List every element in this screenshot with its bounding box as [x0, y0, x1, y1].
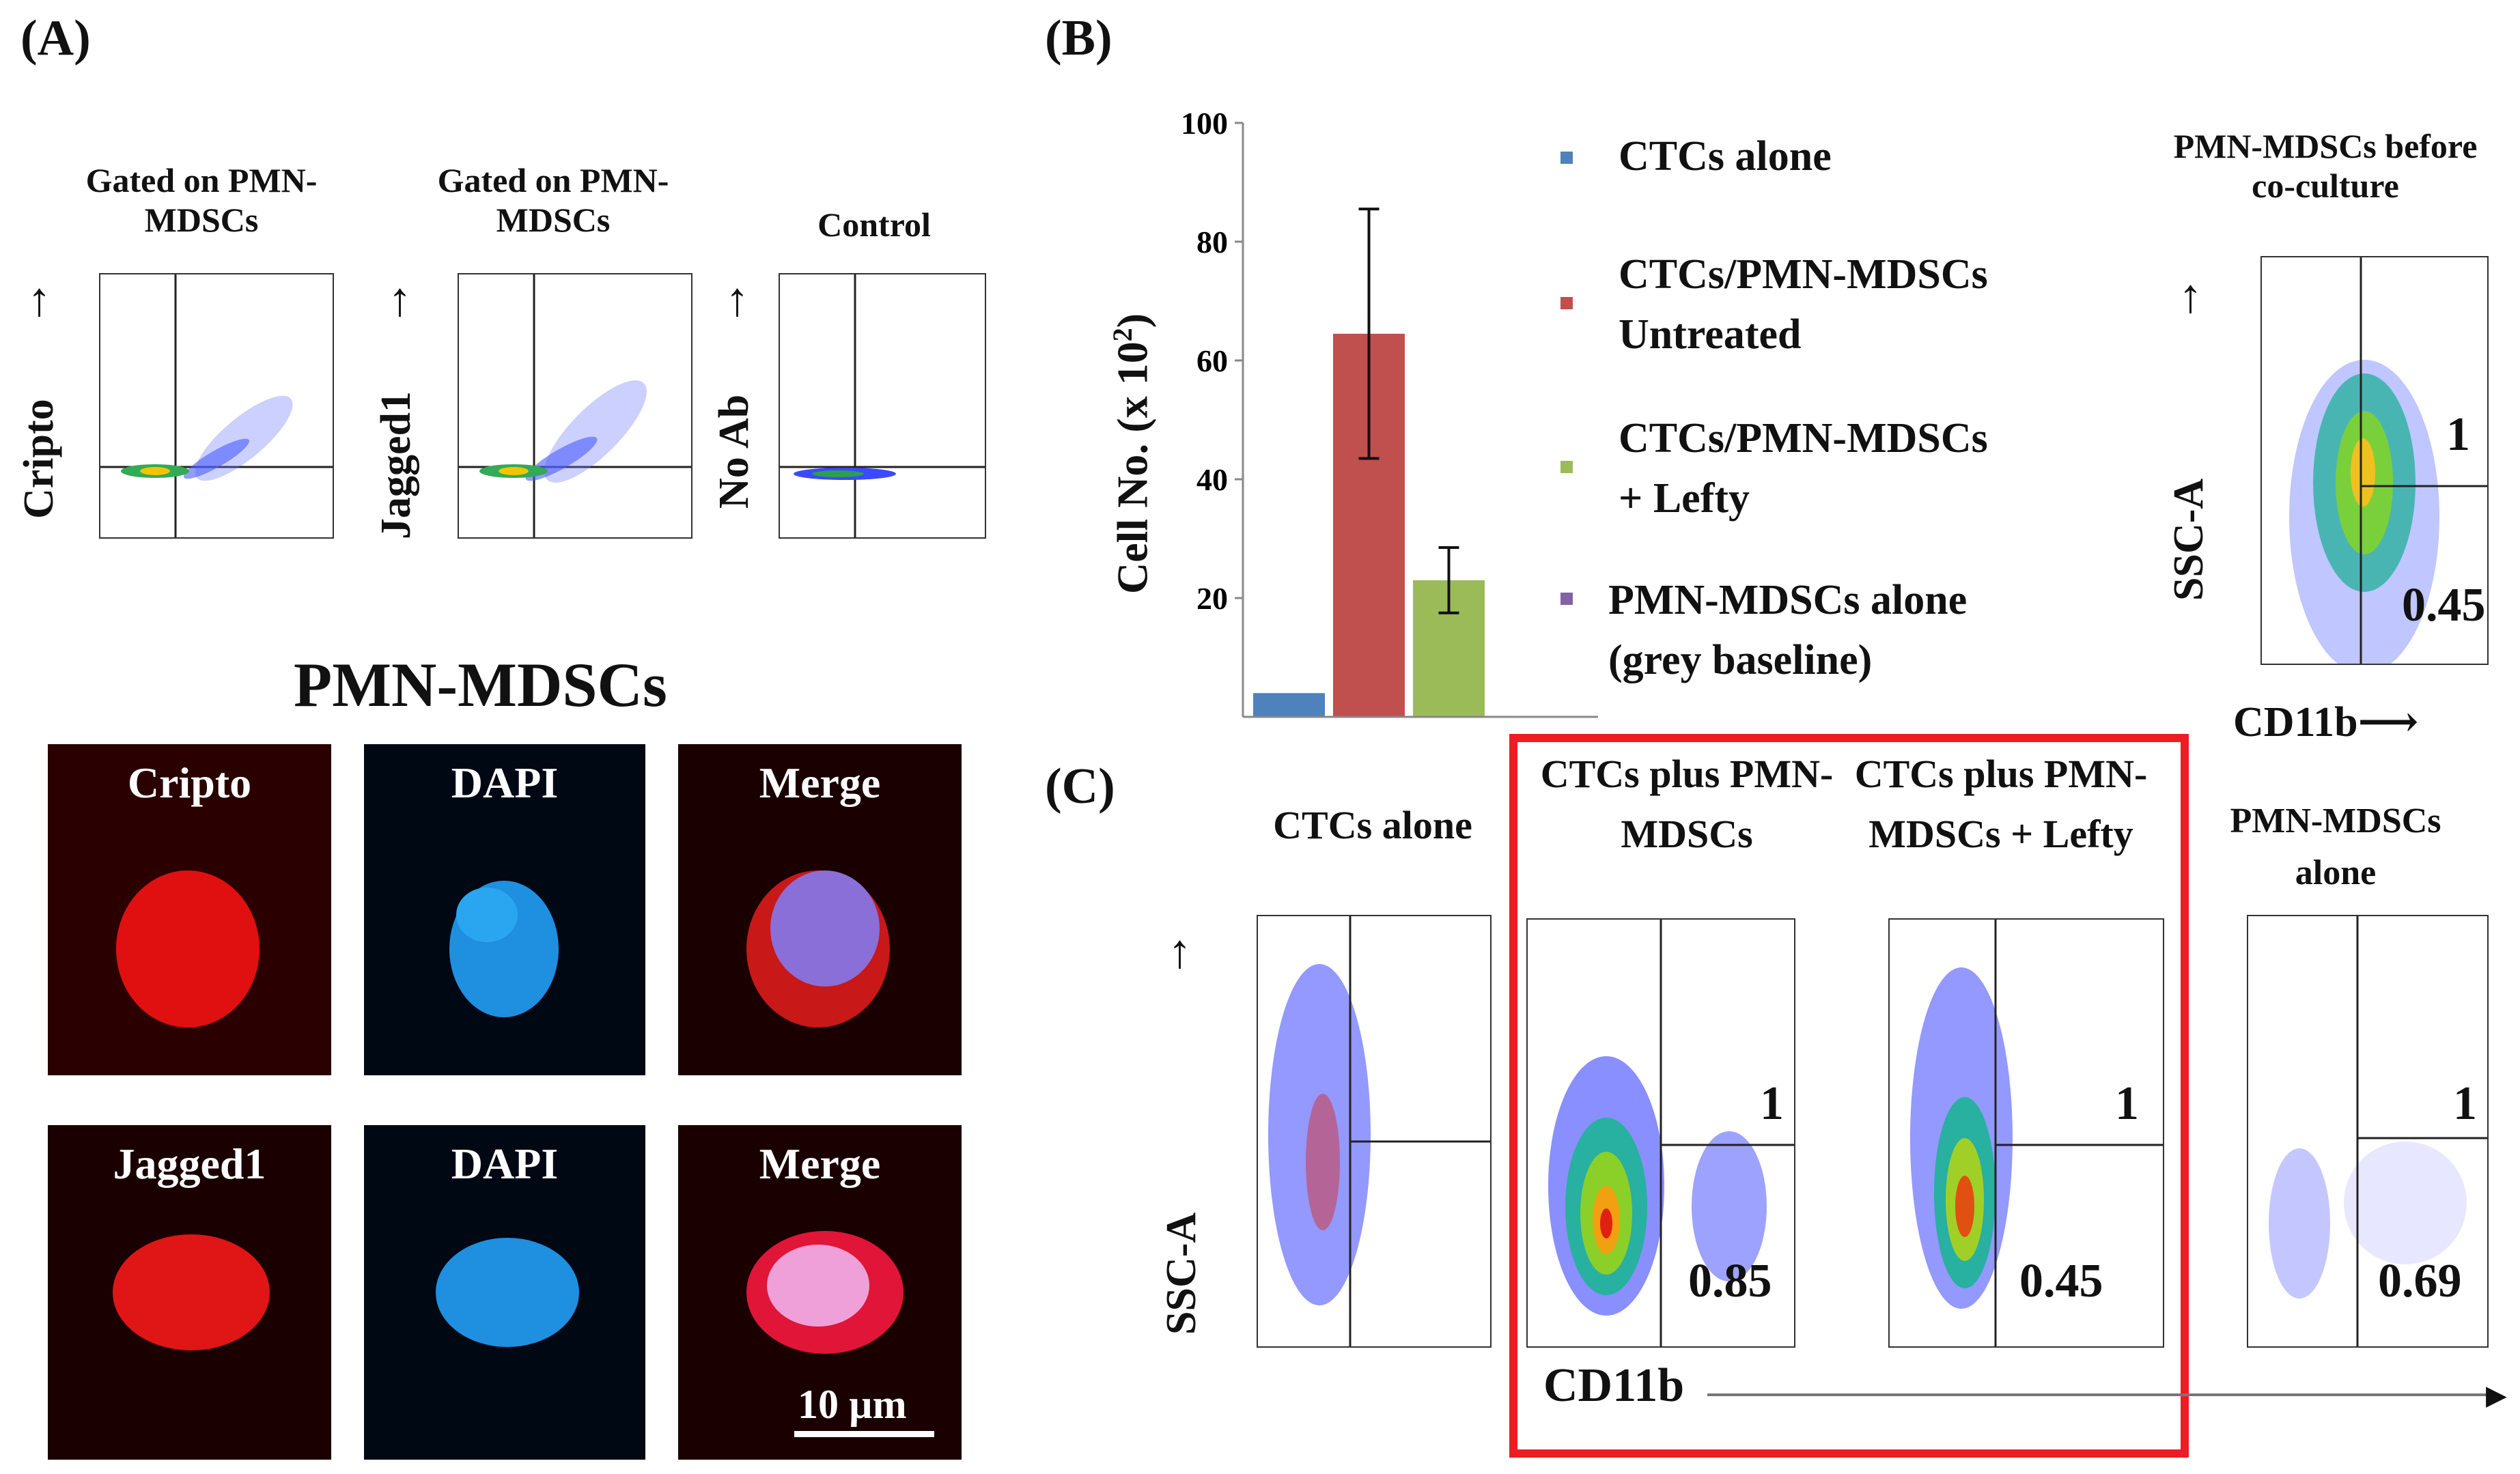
flow-c4-lower-value: 0.69	[2378, 1255, 2462, 1307]
up-arrow-icon: ↑	[2179, 270, 2202, 323]
panel-label-b: (B)	[1045, 10, 1112, 66]
micrograph-cripto: Cripto	[48, 744, 331, 1075]
cell-image	[746, 870, 890, 1027]
flow-c3-lower-value: 0.45	[2019, 1255, 2103, 1307]
legend-swatch-3	[1560, 593, 1573, 605]
y-tick-label: 80	[1196, 225, 1228, 259]
flow-c3-scatter	[1910, 920, 2163, 1346]
legend-swatch-1	[1560, 297, 1573, 309]
flow-c1-scatter	[1268, 916, 1490, 1346]
up-arrow-icon: ↑	[27, 274, 51, 326]
flow-a1-scatter	[100, 274, 333, 537]
flow-c3-plot: 1 0.45	[1888, 918, 2164, 1348]
flow-b-upper-value: 1	[2446, 408, 2470, 461]
highlight-box	[1509, 734, 2189, 1458]
up-arrow-icon: ↑	[388, 274, 412, 326]
bar-chart: 100 80 60 40 20	[1181, 106, 1598, 718]
flow-c3-upper-value: 1	[2115, 1077, 2139, 1130]
y-tick-label: 20	[1196, 581, 1228, 616]
legend-item-1: CTCs/PMN-MDSCs Untreated	[1619, 251, 1988, 358]
scale-bar	[794, 1431, 934, 1437]
flow-c4-title: PMN-MDSCs alone	[2230, 802, 2441, 892]
y-tick-label: 100	[1181, 106, 1228, 141]
up-arrow-icon: ↑	[725, 274, 749, 326]
legend-swatch-0	[1560, 152, 1573, 164]
scale-bar-label: 10 µm	[798, 1382, 907, 1427]
flow-b-ylabel: SSC-A	[2166, 478, 2212, 601]
flow-c3-title: CTCs plus PMN-MDSCs + Lefty	[1854, 752, 2148, 856]
flow-a1-plot	[99, 273, 334, 539]
micrograph-dapi-2: DAPI	[364, 1125, 645, 1460]
panel-label-a: (A)	[20, 10, 91, 66]
flow-a3-scatter	[780, 274, 985, 537]
flow-c2-plot: 1 0.85	[1526, 918, 1795, 1348]
flow-b-lower-value: 0.45	[2402, 579, 2486, 632]
bar-chart-ylabel: Cell No. (x 102)	[1107, 313, 1157, 594]
flow-a3-plot	[779, 273, 986, 539]
flow-a1-ylabel: Cripto	[16, 399, 62, 519]
flow-c2-upper-value: 1	[1760, 1077, 1784, 1130]
flow-a2-plot	[458, 273, 692, 539]
panel-label-c: (C)	[1045, 759, 1115, 814]
micro-label: Merge	[759, 1139, 881, 1188]
cell-image	[436, 1238, 579, 1347]
micrograph-jagged1: Jagged1	[48, 1125, 331, 1460]
legend-swatch-2	[1560, 461, 1573, 473]
flow-b-plot: 1 0.45	[2260, 256, 2489, 674]
flow-b-scatter	[2289, 257, 2487, 674]
micro-title: PMN-MDSCs	[294, 650, 667, 720]
micrograph-merge-2: Merge 10 µm	[678, 1125, 962, 1460]
flow-c-xaxis-arrow	[1707, 1393, 2496, 1396]
flow-a3-title: Control	[817, 205, 931, 244]
bar-0	[1253, 693, 1325, 717]
flow-a3-ylabel: No Ab	[711, 394, 757, 509]
flow-b-xlabel: CD11b⟶	[2233, 699, 2419, 746]
flow-a2-title: Gated on PMN-MDSCs	[437, 161, 669, 239]
micro-label: Jagged1	[113, 1139, 266, 1188]
legend-item-0: CTCs alone	[1619, 133, 1832, 180]
cell-image	[116, 870, 260, 1027]
flow-c4-upper-value: 1	[2453, 1077, 2477, 1130]
micro-label: Merge	[759, 759, 881, 807]
y-tick-label: 60	[1196, 343, 1228, 378]
micrograph-dapi: DAPI	[364, 744, 645, 1075]
flow-b-title: PMN-MDSCs before co-culture	[2173, 127, 2478, 205]
micro-label: DAPI	[451, 759, 559, 807]
flow-c2-lower-value: 0.85	[1688, 1255, 1772, 1307]
flow-c-ylabel: SSC-A	[1158, 1212, 1205, 1335]
cell-image	[113, 1234, 270, 1350]
micro-label: Cripto	[127, 759, 252, 807]
flow-c1-plot	[1257, 915, 1492, 1348]
flow-c4-scatter	[2269, 916, 2487, 1346]
cell-image	[449, 881, 559, 1017]
cell-image	[746, 1231, 904, 1354]
right-arrow-icon: ▶	[2486, 1380, 2507, 1411]
flow-a1-title: Gated on PMN-MDSCs	[85, 161, 318, 239]
up-arrow-icon: ↑	[1168, 926, 1192, 978]
flow-c2-title: CTCs plus PMN-MDSCs	[1540, 752, 1834, 856]
right-arrow-icon: ⟶	[2357, 699, 2419, 746]
flow-c2-scatter	[1548, 920, 1794, 1346]
y-tick-label: 40	[1196, 462, 1228, 497]
flow-c-xlabel: CD11b	[1543, 1359, 1685, 1412]
micro-label: DAPI	[451, 1139, 559, 1188]
micrograph-merge: Merge	[678, 744, 962, 1075]
flow-c1-title: CTCs alone	[1273, 803, 1472, 847]
flow-a2-scatter	[459, 274, 691, 537]
legend-item-2: CTCs/PMN-MDSCs + Lefty	[1619, 415, 1988, 522]
legend-item-3: PMN-MDSCs alone (grey baseline)	[1608, 577, 1968, 683]
flow-a2-ylabel: Jagged1	[373, 391, 419, 539]
flow-c4-plot: 1 0.69	[2247, 915, 2489, 1348]
